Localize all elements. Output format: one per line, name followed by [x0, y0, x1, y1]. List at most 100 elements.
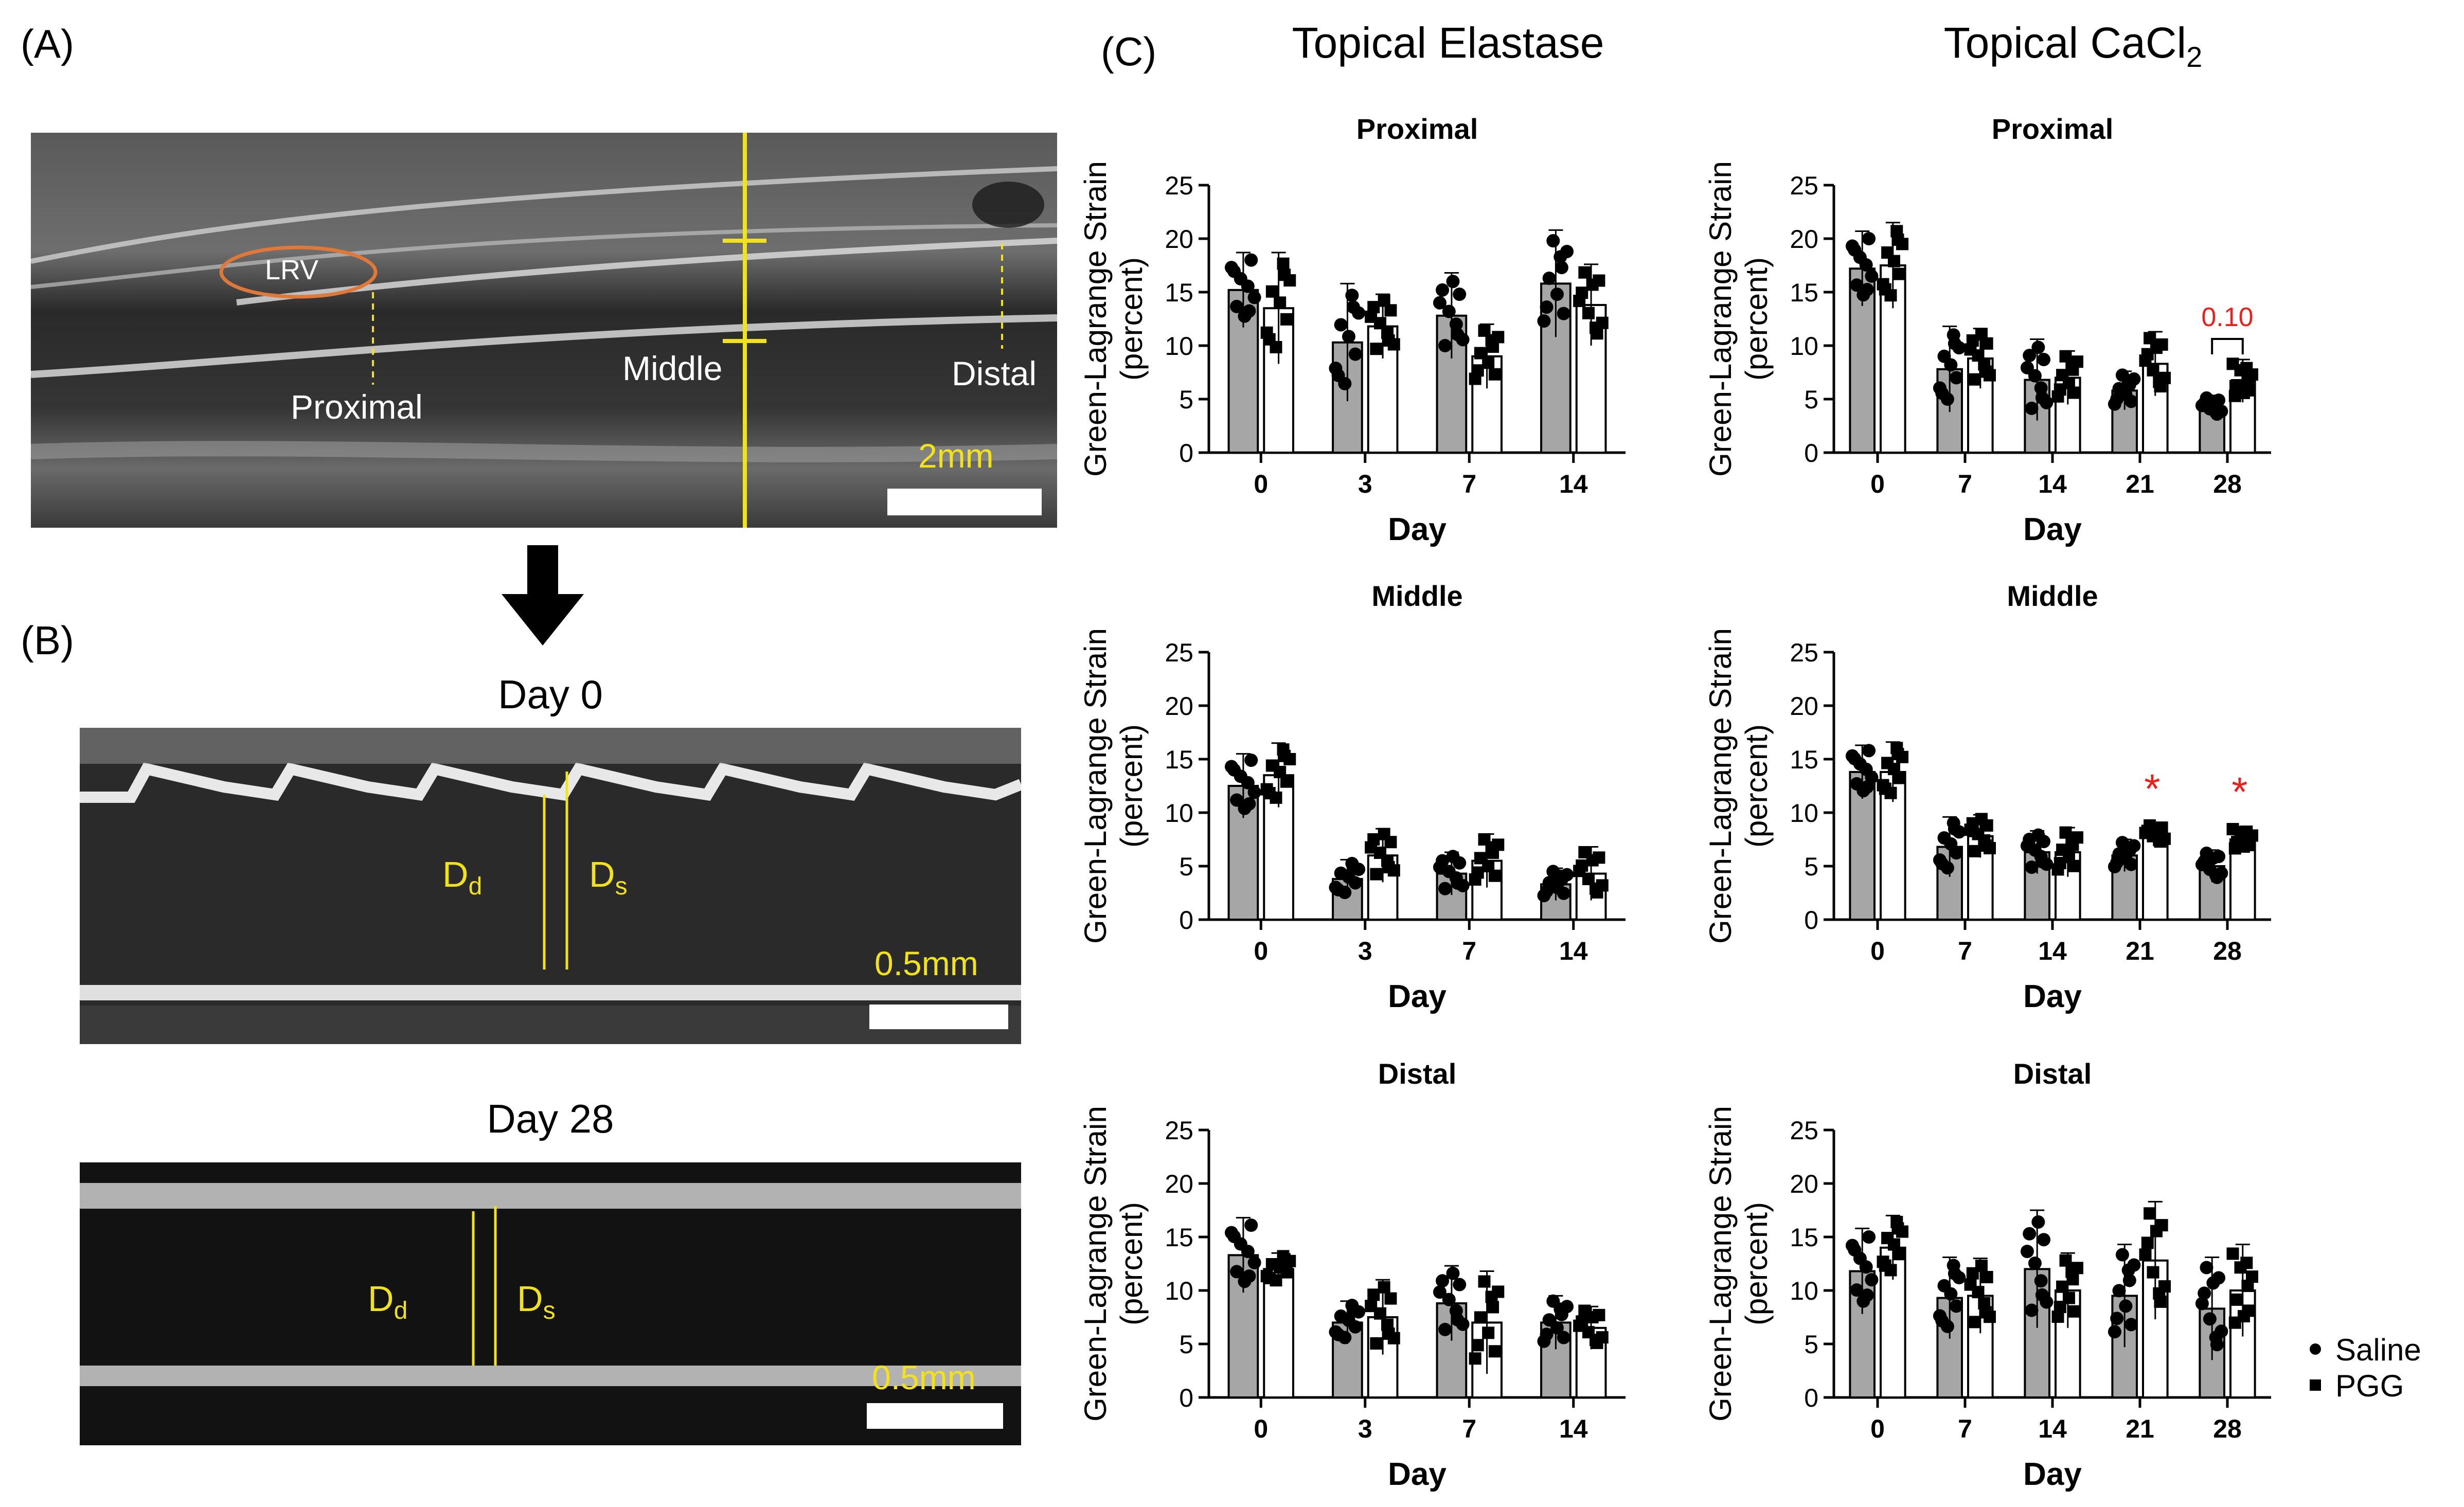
data-point-saline [1453, 856, 1467, 870]
data-point-pgg [1969, 1316, 1981, 1329]
data-point-saline [2025, 1303, 2039, 1317]
data-point-pgg [2141, 1236, 2154, 1249]
data-point-pgg [2241, 1280, 2254, 1293]
data-point-saline [2110, 1312, 2124, 1325]
chart-title: Distal [2013, 1057, 2092, 1090]
data-point-saline [1247, 1255, 1261, 1269]
dd-label-day0: Dd [442, 854, 483, 900]
y-tick-label: 0 [1179, 906, 1193, 935]
y-tick-label: 10 [1165, 1277, 1193, 1305]
data-point-pgg [1879, 1259, 1891, 1272]
x-tick-label: 14 [2038, 937, 2067, 965]
data-point-pgg [2241, 832, 2254, 845]
data-point-saline [2198, 854, 2211, 868]
proximal-label: Proximal [291, 388, 423, 426]
data-point-saline [1451, 1313, 1465, 1326]
y-axis-label-unit: (percent) [1114, 724, 1149, 848]
data-point-saline [1241, 279, 1255, 293]
data-point-saline [1244, 253, 1258, 267]
data-point-saline [1848, 1243, 1862, 1257]
data-point-pgg [1373, 1307, 1386, 1320]
y-axis-label: Green-Lagrange Strain [1703, 628, 1738, 944]
y-tick-label: 20 [1790, 692, 1818, 721]
panel-c-label: (C) [1101, 29, 1157, 74]
data-point-pgg [1263, 787, 1276, 800]
comparison-bracket [2211, 338, 2244, 355]
data-point-saline [1860, 780, 1874, 794]
data-point-saline [1451, 876, 1465, 890]
data-point-pgg [1382, 334, 1395, 347]
data-point-saline [2023, 1227, 2037, 1241]
data-point-pgg [1471, 1339, 1484, 1352]
data-point-saline [1242, 1269, 1256, 1283]
y-tick-label: 25 [1165, 638, 1193, 667]
data-point-saline [1331, 1327, 1345, 1341]
bar-pgg [2229, 838, 2256, 921]
significance-star: * [2144, 766, 2160, 812]
x-tick-label: 0 [1254, 470, 1268, 498]
data-point-saline [2028, 369, 2042, 383]
data-point-saline [1550, 288, 1564, 301]
data-point-saline [2110, 855, 2124, 869]
data-point-pgg [1966, 817, 1979, 830]
data-point-pgg [2068, 386, 2081, 399]
data-point-saline [2124, 394, 2138, 408]
y-axis-label-unit: (percent) [1114, 257, 1149, 381]
y-tick-label: 15 [1790, 278, 1818, 307]
data-point-pgg [1879, 782, 1891, 795]
data-point-saline [1555, 1307, 1568, 1321]
y-tick-label: 5 [1804, 1330, 1818, 1359]
data-point-saline [2200, 1261, 2213, 1275]
y-axis-label: Green-Lagrange Strain [1078, 628, 1113, 944]
x-tick-label: 0 [1254, 1414, 1268, 1443]
x-tick-label: 21 [2126, 937, 2154, 965]
data-point-pgg [2154, 380, 2167, 393]
data-point-pgg [1382, 1327, 1395, 1340]
data-point-pgg [1263, 333, 1276, 346]
data-point-saline [1436, 1274, 1450, 1288]
data-point-pgg [1972, 1286, 1985, 1299]
x-tick-label: 7 [1958, 937, 1972, 965]
data-point-pgg [1979, 839, 1992, 852]
data-point-pgg [1263, 1271, 1276, 1284]
data-point-pgg [1879, 283, 1891, 296]
data-point-saline [2198, 397, 2211, 410]
data-point-pgg [2054, 383, 2066, 396]
data-point-pgg [2066, 838, 2079, 851]
data-point-saline [2034, 381, 2048, 395]
bar-saline [1849, 770, 1876, 921]
data-point-pgg [1591, 1336, 1603, 1349]
data-point-saline [1860, 1288, 1874, 1302]
x-tick-label: 0 [1870, 1414, 1885, 1443]
y-tick-label: 0 [1804, 906, 1818, 935]
data-point-saline [1537, 314, 1551, 328]
data-point-pgg [1593, 1308, 1605, 1321]
data-point-pgg [1487, 847, 1499, 859]
data-point-pgg [1478, 1275, 1491, 1288]
data-point-saline [2020, 1245, 2034, 1259]
chart-title: Distal [1378, 1057, 1457, 1090]
data-point-saline [2031, 340, 2045, 354]
x-axis-label: Day [1388, 979, 1447, 1014]
data-point-pgg [2243, 384, 2256, 397]
data-point-saline [1244, 1218, 1258, 1232]
data-point-saline [1850, 278, 1864, 292]
y-tick-label: 0 [1804, 439, 1818, 468]
circle-marker-icon [2310, 1343, 2321, 1355]
data-point-pgg [2068, 859, 2081, 872]
data-point-saline [1948, 1267, 1961, 1281]
y-tick-label: 0 [1804, 1384, 1818, 1412]
data-point-saline [2035, 1288, 2049, 1302]
chart-title: Proximal [1356, 113, 1478, 145]
data-point-pgg [1578, 266, 1591, 279]
x-tick-label: 28 [2213, 937, 2242, 965]
x-tick-label: 7 [1958, 1414, 1972, 1443]
data-point-saline [1244, 753, 1258, 767]
data-point-pgg [1278, 268, 1291, 281]
y-tick-label: 20 [1165, 692, 1193, 721]
data-point-pgg [2071, 1262, 2084, 1275]
data-point-pgg [1367, 1288, 1380, 1301]
data-point-saline [2028, 1256, 2042, 1270]
data-point-pgg [1979, 1306, 1992, 1319]
